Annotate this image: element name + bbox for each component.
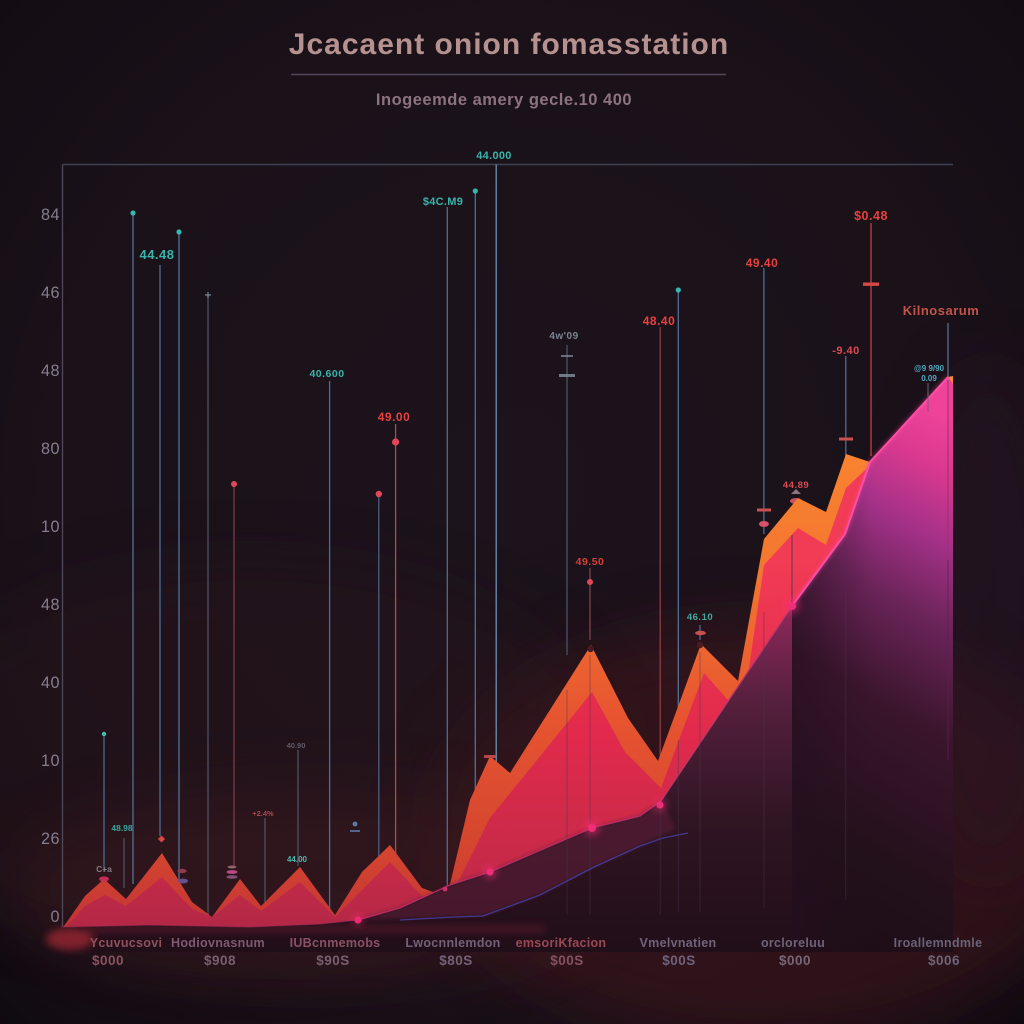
svg-text:4w'09: 4w'09 (549, 331, 578, 342)
svg-text:IUBcnmemobs: IUBcnmemobs (290, 936, 381, 950)
svg-text:$00S: $00S (662, 953, 696, 968)
svg-text:0: 0 (50, 908, 60, 926)
svg-text:46.10: 46.10 (687, 612, 713, 623)
svg-text:80: 80 (41, 440, 60, 458)
svg-text:44.89: 44.89 (783, 480, 809, 491)
svg-text:0.09: 0.09 (921, 374, 937, 383)
svg-text:44.000: 44.000 (476, 150, 511, 162)
svg-text:$90S: $90S (316, 953, 350, 968)
svg-text:48.98: 48.98 (111, 823, 133, 833)
svg-text:44.00: 44.00 (287, 855, 308, 864)
svg-text:@9 9/90: @9 9/90 (914, 364, 945, 373)
svg-text:-9.40: -9.40 (832, 345, 860, 357)
svg-text:+2.4%: +2.4% (252, 809, 274, 818)
svg-text:Vmelvnatien: Vmelvnatien (640, 936, 717, 950)
svg-text:$006: $006 (928, 953, 960, 968)
svg-text:49.40: 49.40 (746, 256, 779, 270)
svg-text:49.00: 49.00 (378, 410, 411, 424)
svg-text:$000: $000 (92, 953, 124, 968)
svg-text:$80S: $80S (439, 953, 473, 968)
svg-text:40.600: 40.600 (309, 368, 344, 380)
svg-text:48: 48 (41, 362, 60, 380)
svg-text:84: 84 (41, 206, 60, 224)
svg-text:49.50: 49.50 (576, 556, 605, 568)
svg-text:$4C.M9: $4C.M9 (423, 196, 463, 208)
svg-text:Hodiovnasnum: Hodiovnasnum (171, 936, 265, 950)
svg-text:10: 10 (41, 752, 60, 770)
svg-text:26: 26 (41, 830, 60, 848)
svg-text:46: 46 (41, 284, 60, 302)
svg-text:40: 40 (41, 674, 60, 692)
svg-text:10: 10 (41, 518, 60, 536)
svg-text:emsoriKfacion: emsoriKfacion (516, 936, 607, 950)
svg-text:44.48: 44.48 (139, 247, 174, 262)
svg-text:$0.48: $0.48 (854, 209, 888, 223)
svg-text:$000: $000 (779, 953, 811, 968)
svg-text:Jcacaent onion fomasstation: Jcacaent onion fomasstation (289, 28, 729, 61)
svg-text:40.90: 40.90 (287, 741, 306, 750)
svg-text:Kilnosarum: Kilnosarum (903, 303, 980, 318)
svg-text:C+a: C+a (96, 864, 112, 874)
svg-text:Iroallemndmle: Iroallemndmle (894, 936, 983, 950)
svg-text:$00S: $00S (550, 953, 584, 968)
svg-text:orcloreluu: orcloreluu (761, 936, 825, 950)
svg-text:48: 48 (41, 596, 60, 614)
svg-text:Ycuvucsovi: Ycuvucsovi (90, 936, 162, 950)
svg-text:48.40: 48.40 (643, 314, 676, 328)
svg-text:Inogeemde amery gecle.10 400: Inogeemde amery gecle.10 400 (376, 91, 632, 109)
svg-text:$908: $908 (204, 953, 236, 968)
svg-text:Lwocnnlemdon: Lwocnnlemdon (405, 936, 500, 950)
